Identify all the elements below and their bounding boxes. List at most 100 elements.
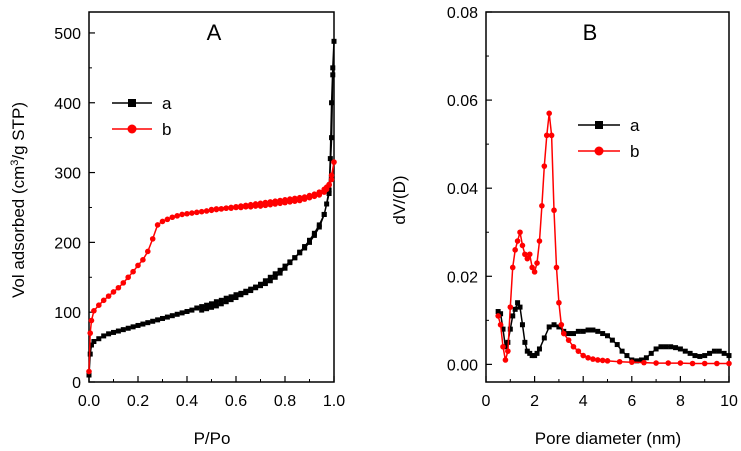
data-point — [257, 203, 264, 209]
data-point — [307, 237, 312, 243]
data-point — [101, 333, 107, 339]
data-point — [522, 251, 528, 258]
data-point — [517, 229, 523, 236]
data-point — [145, 248, 151, 255]
data-point — [543, 132, 550, 139]
data-point — [507, 326, 513, 332]
data-point — [174, 311, 180, 317]
data-point — [287, 199, 293, 205]
data-point — [326, 191, 332, 197]
data-point — [560, 330, 567, 337]
x-tick-label: 8 — [676, 393, 685, 410]
data-point — [267, 278, 273, 284]
legend-label-b: b — [162, 120, 171, 139]
data-point — [541, 163, 548, 169]
data-point — [531, 269, 538, 275]
data-point — [243, 203, 249, 210]
data-point — [179, 310, 185, 316]
data-point — [629, 359, 635, 365]
y-tick-label: 0.02 — [447, 269, 478, 286]
data-point — [639, 357, 645, 363]
series-b-line — [88, 161, 335, 372]
data-point — [247, 203, 254, 210]
data-point — [556, 324, 562, 330]
x-tick-label: 2 — [530, 393, 539, 410]
data-point — [566, 331, 572, 337]
data-point — [590, 356, 596, 362]
data-point — [536, 346, 542, 352]
series-b — [86, 159, 337, 375]
data-point — [213, 206, 220, 212]
data-point — [329, 135, 335, 141]
data-point — [526, 251, 533, 258]
data-point — [327, 156, 333, 162]
data-point — [115, 328, 121, 334]
data-point — [500, 343, 506, 350]
data-point — [199, 304, 205, 310]
data-point — [529, 264, 535, 271]
data-point — [189, 210, 195, 216]
y-tick-label: 0 — [72, 375, 81, 392]
data-point — [111, 329, 116, 335]
panel-a-ticks: 0.0 0.2 0.4 0.6 0.8 1.0 0 100 200 300 400 500 — [54, 26, 345, 410]
data-point — [209, 301, 214, 307]
data-point — [663, 344, 669, 350]
panel-b-x-axis-label: Pore diameter (nm) — [535, 429, 681, 448]
data-point — [159, 218, 166, 225]
x-tick-label: 10 — [720, 393, 738, 410]
data-point — [204, 306, 210, 312]
data-point — [292, 255, 298, 261]
data-point — [505, 348, 511, 354]
panel-b-ticks: 0 2 4 6 8 10 0.00 0.02 0.04 0.06 0.08 — [447, 5, 738, 410]
series-b — [495, 110, 732, 367]
data-point — [330, 72, 336, 78]
y-tick-label: 0.04 — [447, 181, 478, 198]
data-point — [609, 337, 615, 343]
data-point — [697, 353, 703, 359]
data-point — [495, 313, 501, 319]
data-point — [209, 304, 214, 310]
x-tick-label: 0.2 — [127, 393, 149, 410]
panel-b-chart: B Pore diameter (nm) dV/(D) 0 2 4 6 8 100.000… — [390, 5, 738, 448]
data-point — [331, 38, 337, 44]
data-point — [213, 303, 219, 309]
data-point — [86, 372, 92, 378]
data-point — [326, 182, 332, 188]
data-point — [228, 205, 234, 211]
data-point — [634, 358, 640, 364]
data-point — [125, 325, 131, 331]
data-point — [213, 299, 219, 305]
data-point — [233, 295, 239, 301]
data-point — [149, 236, 156, 242]
legend-marker-a — [595, 121, 603, 129]
data-point — [311, 193, 318, 200]
data-point — [262, 202, 269, 209]
data-point — [575, 328, 581, 334]
data-point — [677, 346, 683, 352]
data-point — [329, 100, 335, 106]
data-point — [711, 348, 717, 354]
data-point — [100, 297, 107, 304]
data-point — [164, 314, 170, 320]
legend-label-b: b — [630, 142, 639, 161]
legend-label-a: a — [630, 116, 640, 135]
x-tick-label: 6 — [627, 393, 636, 410]
data-point — [534, 260, 540, 266]
data-point — [570, 343, 577, 350]
data-point — [512, 247, 518, 253]
data-point — [262, 281, 268, 287]
data-point — [701, 360, 708, 367]
data-point — [514, 238, 521, 244]
data-point — [105, 293, 112, 299]
data-point — [658, 344, 664, 350]
data-point — [184, 210, 190, 217]
panel-a-chart: A P/Po Vol adsorbed (cm3/g STP) 0.0 0.2 0.… — [9, 11, 345, 448]
data-point — [648, 350, 654, 356]
data-point — [599, 357, 606, 364]
data-point — [258, 283, 263, 289]
data-point — [189, 307, 195, 313]
series-a — [86, 38, 337, 378]
series-a — [495, 300, 732, 364]
data-point — [194, 305, 200, 311]
data-point — [580, 328, 586, 334]
